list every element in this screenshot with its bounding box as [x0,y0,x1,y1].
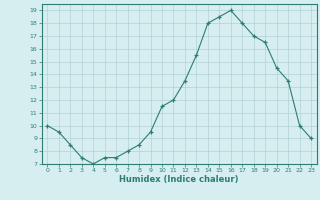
X-axis label: Humidex (Indice chaleur): Humidex (Indice chaleur) [119,175,239,184]
